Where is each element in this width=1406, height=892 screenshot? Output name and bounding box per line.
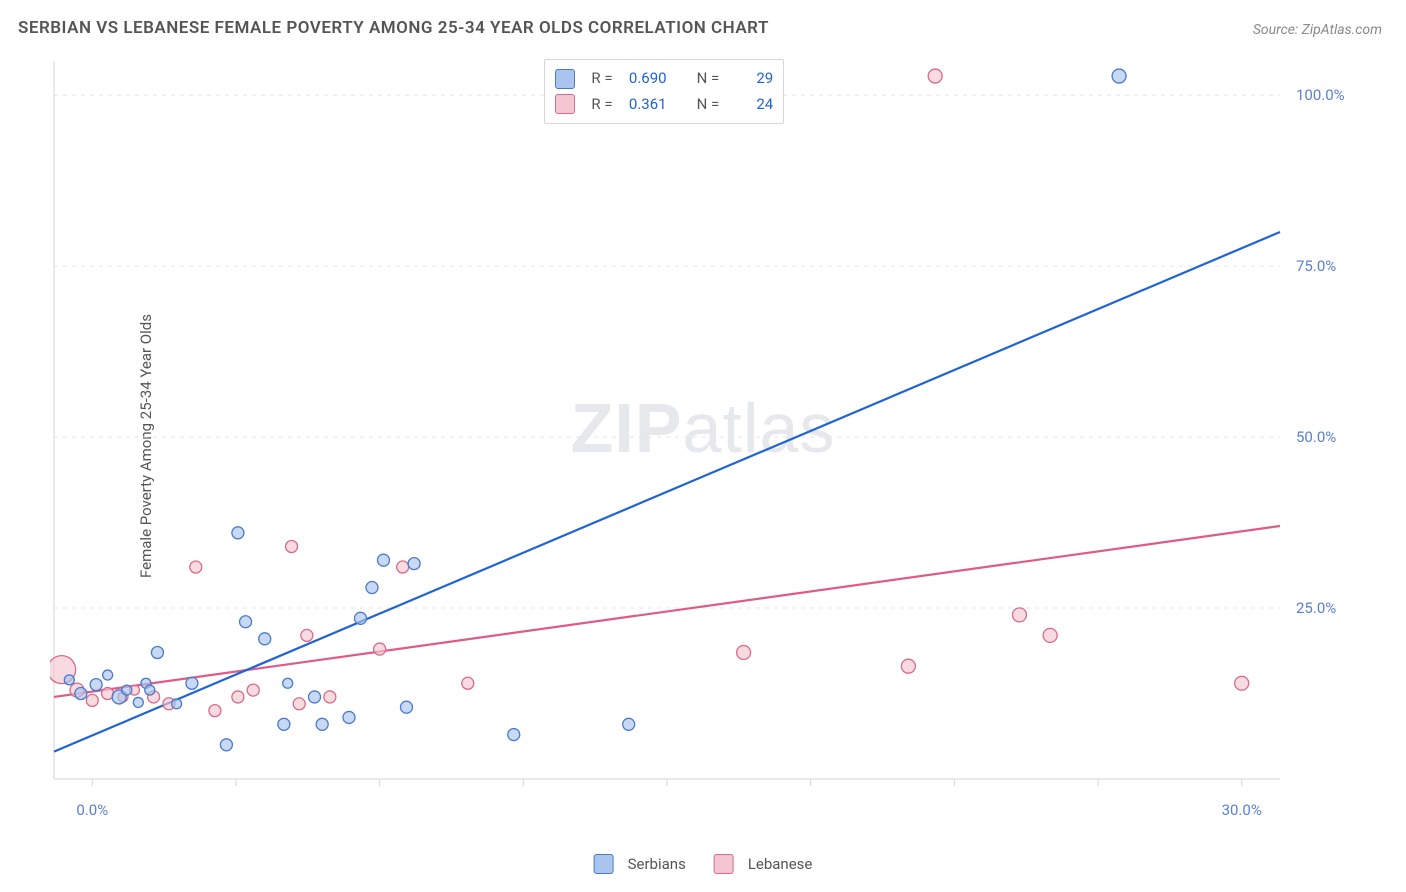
y-tick-label: 75.0%	[1296, 257, 1336, 275]
legend-label: Lebanese	[748, 855, 813, 873]
n-value: 24	[729, 92, 773, 118]
swatch-icon	[594, 854, 614, 874]
n-label: N =	[697, 92, 720, 118]
legend-item-serbians: Serbians	[594, 854, 686, 874]
x-tick-label: 0.0%	[76, 801, 108, 819]
chart-title: SERBIAN VS LEBANESE FEMALE POVERTY AMONG…	[18, 18, 769, 38]
r-value: 0.361	[623, 92, 667, 118]
correlation-row: R = 0.361 N = 24	[555, 92, 773, 118]
plot-svg	[50, 55, 1340, 815]
r-label: R =	[591, 92, 612, 118]
correlation-legend: R = 0.690 N = 29 R = 0.361 N = 24	[544, 59, 784, 124]
swatch-icon	[555, 94, 575, 114]
source-attribution: Source: ZipAtlas.com	[1253, 22, 1382, 38]
y-tick-label: 100.0%	[1296, 86, 1345, 104]
correlation-row: R = 0.690 N = 29	[555, 66, 773, 92]
n-label: N =	[697, 66, 720, 92]
r-value: 0.690	[623, 66, 667, 92]
n-value: 29	[729, 66, 773, 92]
x-tick-label: 30.0%	[1222, 801, 1262, 819]
swatch-icon	[714, 854, 734, 874]
r-label: R =	[591, 66, 612, 92]
y-tick-label: 25.0%	[1296, 599, 1336, 617]
legend-item-lebanese: Lebanese	[714, 854, 813, 874]
series-legend: Serbians Lebanese	[594, 854, 813, 874]
legend-label: Serbians	[628, 855, 686, 873]
y-tick-label: 50.0%	[1296, 428, 1336, 446]
scatter-plot: 25.0%50.0%75.0%100.0%0.0%30.0%	[50, 55, 1340, 815]
swatch-icon	[555, 69, 575, 89]
